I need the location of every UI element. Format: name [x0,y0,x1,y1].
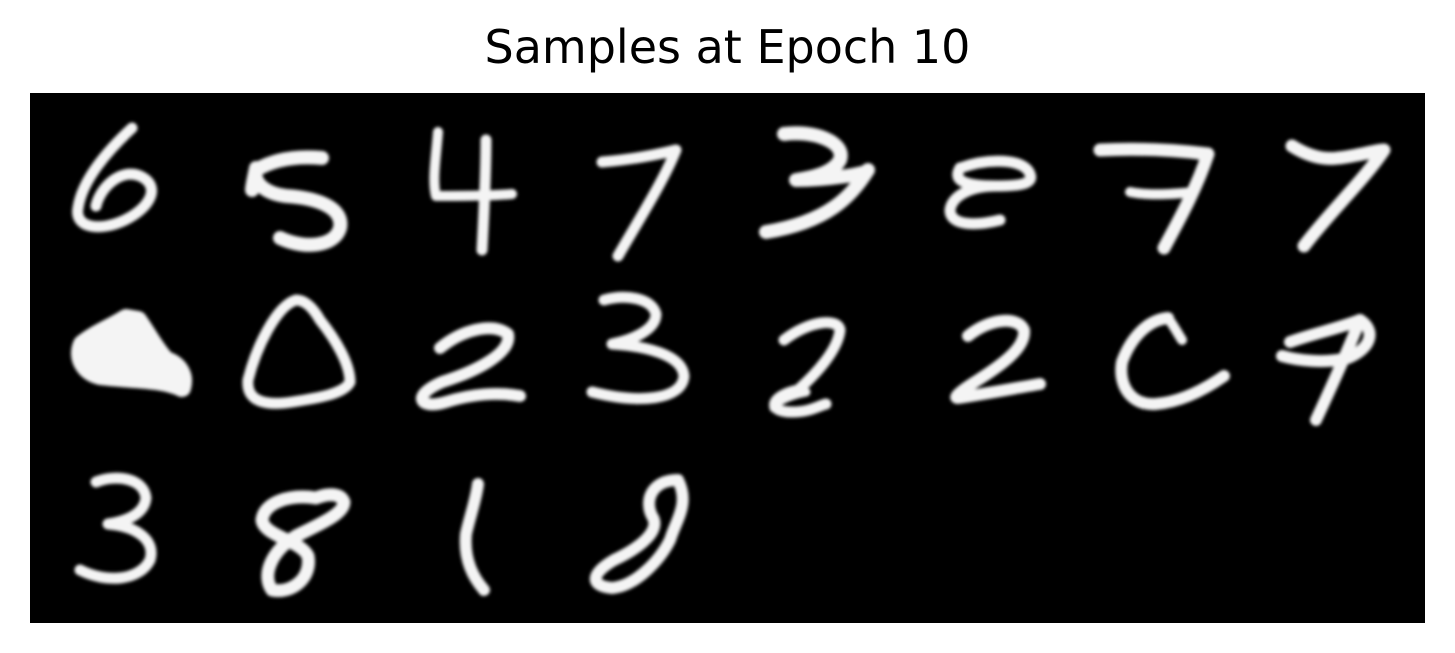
sample-r2-c1 [255,488,351,598]
sample-r0-c7 [1285,139,1391,253]
sample-r0-c0 [72,122,157,233]
figure-title: Samples at Epoch 10 [484,20,971,74]
sample-r0-c3 [596,144,682,262]
sample-r1-c6 [1115,312,1230,411]
sample-r1-c7 [1276,314,1376,426]
sample-r0-c1 [245,150,348,252]
sample-r1-c3 [586,291,690,405]
grid-background [30,93,1425,623]
sample-r0-c4 [759,126,875,239]
sample-r1-c4 [769,317,846,418]
sample-r2-c3 [589,474,689,594]
sample-r1-c5 [950,314,1046,404]
sample-r0-c6 [1093,142,1215,255]
sample-r2-c0 [74,472,157,584]
sample-r0-c2 [429,127,517,256]
sample-r2-c2 [459,478,490,596]
sample-r1-c1 [242,294,356,409]
sample-r1-c2 [415,322,526,411]
sample-r0-c5 [944,155,1037,230]
sample-r1-c0 [71,309,192,397]
